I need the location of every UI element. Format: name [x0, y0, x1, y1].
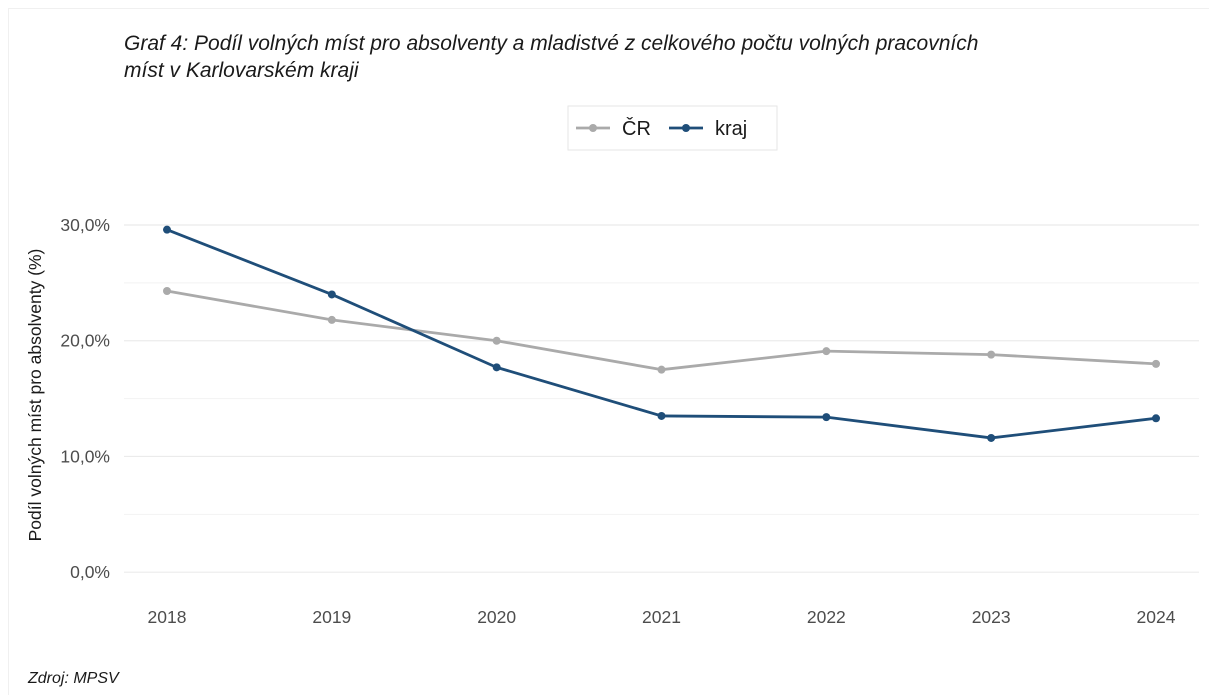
legend-item: kraj — [669, 118, 747, 140]
data-point — [987, 350, 996, 359]
x-tick-label: 2024 — [1137, 607, 1176, 627]
source-note: Zdroj: MPSV — [27, 670, 120, 687]
data-point — [1152, 414, 1160, 423]
data-point — [327, 290, 336, 299]
legend-key-point — [589, 124, 597, 132]
x-tick-label: 2021 — [642, 607, 681, 627]
y-tick-label: 10,0% — [60, 446, 110, 466]
y-tick-label: 20,0% — [60, 331, 110, 351]
data-point — [987, 433, 996, 442]
plot-panel — [124, 188, 1199, 593]
y-axis-ticks: 0,0% 10,0% 20,0% 30,0% — [60, 215, 110, 582]
x-axis-ticks: 2018 2019 2020 2021 2022 2023 2024 — [148, 607, 1176, 627]
grid-major — [124, 224, 1199, 573]
data-point — [822, 413, 831, 422]
chart-frame — [8, 8, 1209, 695]
x-tick-label: 2018 — [148, 607, 187, 627]
y-axis-title: Podíl volných míst pro absolventy (%) — [25, 249, 45, 542]
y-tick-label: 0,0% — [70, 562, 110, 582]
legend-label: kraj — [715, 118, 747, 140]
x-tick-label: 2023 — [972, 607, 1011, 627]
y-tick-label: 30,0% — [60, 215, 110, 235]
legend-key-point — [682, 124, 690, 132]
chart-title-line-2: míst v Karlovarském kraji — [124, 59, 360, 82]
data-point — [822, 347, 831, 356]
series-r — [163, 286, 1160, 374]
data-point — [1152, 359, 1160, 368]
x-tick-label: 2020 — [477, 607, 516, 627]
legend-item: ČR — [576, 117, 651, 140]
data-point — [163, 225, 171, 234]
x-tick-label: 2019 — [312, 607, 351, 627]
legend-label: ČR — [622, 117, 651, 140]
data-point — [492, 363, 501, 372]
data-point — [327, 315, 336, 324]
series-layer — [163, 225, 1160, 442]
x-tick-label: 2022 — [807, 607, 846, 627]
chart-title-line-1: Graf 4: Podíl volných míst pro absolvent… — [124, 32, 978, 55]
data-point — [657, 365, 666, 374]
series-kraj — [163, 225, 1160, 442]
legend: ČR kraj — [576, 117, 747, 140]
data-point — [492, 336, 501, 345]
data-point — [657, 411, 666, 420]
data-point — [163, 286, 171, 295]
